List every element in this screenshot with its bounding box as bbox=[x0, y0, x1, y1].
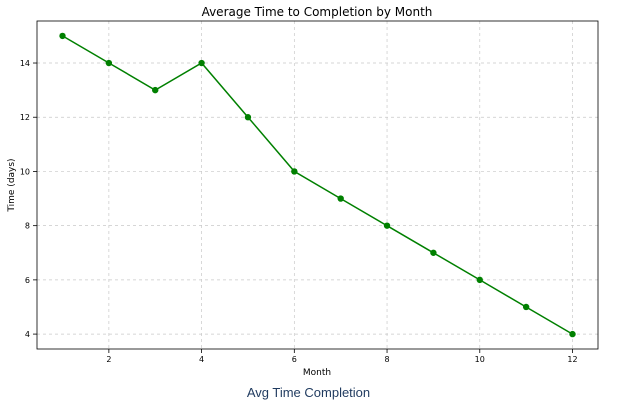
data-point bbox=[569, 330, 576, 338]
line-chart: Average Time to Completion by Month 2 4 6 8… bbox=[7, 5, 599, 378]
data-point bbox=[244, 114, 252, 121]
data-point bbox=[291, 168, 298, 175]
chart-title: Average Time to Completion by Month bbox=[202, 5, 433, 19]
data-point bbox=[476, 276, 483, 284]
y-tick-label: 10 bbox=[20, 167, 30, 176]
chart-caption: Avg Time Completion bbox=[246, 385, 371, 400]
series-line-group bbox=[59, 32, 576, 338]
x-tick-label: 8 bbox=[384, 355, 389, 364]
x-tick-label: 12 bbox=[567, 355, 577, 364]
y-axis-label: Time (days) bbox=[7, 158, 17, 212]
x-tick-label: 2 bbox=[106, 355, 111, 364]
y-tick-label: 12 bbox=[20, 113, 30, 122]
x-tick-label: 10 bbox=[475, 355, 485, 364]
x-tick-label: 4 bbox=[199, 355, 204, 364]
data-point bbox=[430, 249, 437, 256]
grid-lines bbox=[37, 21, 598, 349]
data-point bbox=[105, 59, 113, 67]
plot-area-frame bbox=[36, 20, 599, 350]
series-line bbox=[62, 35, 573, 335]
data-point bbox=[59, 32, 66, 40]
data-point bbox=[152, 86, 159, 94]
data-point bbox=[198, 59, 205, 67]
x-tick-label: 6 bbox=[292, 355, 297, 364]
data-point bbox=[383, 222, 391, 229]
data-point bbox=[337, 195, 344, 202]
axis-ticks: 2 4 6 8 10 12 4 6 8 10 12 14 bbox=[20, 59, 578, 364]
y-tick-label: 4 bbox=[25, 330, 30, 339]
y-tick-label: 6 bbox=[25, 276, 30, 285]
y-tick-label: 8 bbox=[25, 222, 30, 231]
y-tick-label: 14 bbox=[20, 59, 30, 68]
data-point bbox=[522, 303, 530, 311]
x-axis-label: Month bbox=[303, 368, 331, 378]
